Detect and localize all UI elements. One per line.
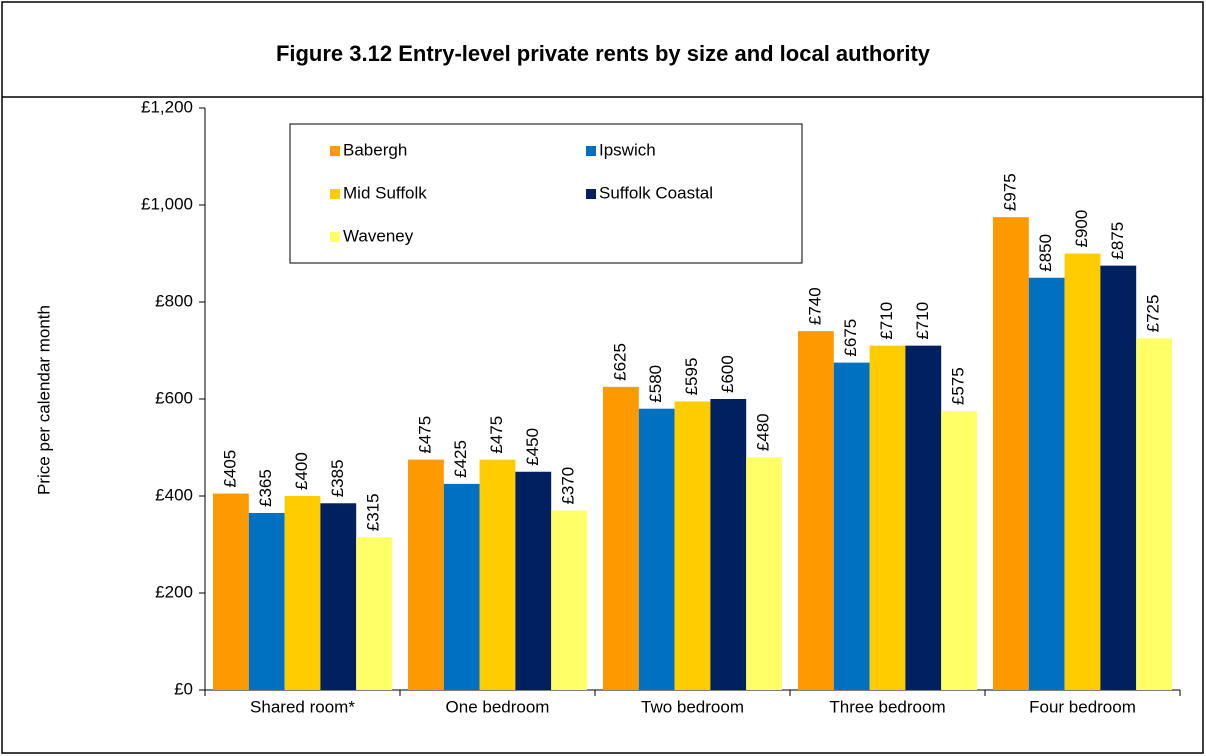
- legend-swatch: [586, 189, 596, 199]
- data-label: £575: [949, 367, 968, 405]
- y-tick-label: £200: [155, 582, 193, 601]
- bar: [479, 459, 516, 690]
- legend-swatch: [330, 189, 340, 199]
- data-label: £900: [1072, 210, 1091, 248]
- legend-label: Waveney: [343, 226, 414, 245]
- x-tick-label: Three bedroom: [829, 697, 945, 716]
- data-label: £475: [487, 416, 506, 454]
- legend-label: Ipswich: [599, 140, 656, 159]
- data-label: £875: [1108, 222, 1127, 260]
- data-label: £450: [523, 428, 542, 466]
- data-label: £710: [877, 302, 896, 340]
- bar: [443, 483, 480, 690]
- bar: [551, 510, 587, 690]
- bar: [1100, 265, 1137, 690]
- data-label: £480: [754, 413, 773, 451]
- x-tick-label: Four bedroom: [1029, 697, 1136, 716]
- bar: [1136, 338, 1172, 690]
- data-label: £850: [1036, 234, 1055, 272]
- bar: [993, 217, 1029, 690]
- y-tick-label: £0: [174, 679, 193, 698]
- bar: [320, 503, 357, 690]
- bar: [408, 459, 444, 690]
- y-tick-label: £1,000: [141, 194, 193, 213]
- data-label: £370: [559, 467, 578, 505]
- legend-label: Suffolk Coastal: [599, 183, 713, 202]
- x-tick-label: Two bedroom: [641, 697, 744, 716]
- data-label: £425: [451, 440, 470, 478]
- bar: [1064, 253, 1101, 690]
- bar: [213, 493, 249, 690]
- y-axis-title: Price per calendar month: [34, 305, 53, 495]
- bar: [869, 345, 906, 690]
- bar: [1028, 277, 1065, 690]
- data-label: £675: [841, 319, 860, 357]
- legend-box: [289, 123, 803, 264]
- data-label: £600: [718, 355, 737, 393]
- data-label: £400: [292, 452, 311, 490]
- bar: [603, 386, 639, 690]
- data-label: £475: [415, 416, 434, 454]
- data-label: £315: [364, 493, 383, 531]
- y-tick-label: £800: [155, 291, 193, 310]
- bar: [833, 362, 870, 690]
- data-label: £975: [1000, 173, 1019, 211]
- legend-label: Babergh: [343, 140, 407, 159]
- data-label: £725: [1144, 295, 1163, 333]
- data-label: £385: [328, 459, 347, 497]
- bar: [710, 399, 747, 690]
- legend-label: Mid Suffolk: [343, 183, 427, 202]
- legend-swatch: [330, 232, 340, 242]
- legend-swatch: [586, 146, 596, 156]
- data-label: £740: [805, 287, 824, 325]
- bar: [248, 512, 285, 690]
- data-label: £710: [913, 302, 932, 340]
- bar: [638, 408, 675, 690]
- bar: [798, 331, 834, 690]
- bar: [941, 411, 977, 690]
- chart-title: Figure 3.12 Entry-level private rents by…: [276, 41, 931, 66]
- bar: [515, 471, 552, 690]
- bar: [356, 537, 392, 690]
- bar: [674, 401, 711, 690]
- data-label: £365: [256, 469, 275, 507]
- bar: [905, 345, 942, 690]
- x-tick-label: Shared room*: [250, 697, 355, 716]
- data-label: £625: [610, 343, 629, 381]
- legend-swatch: [330, 146, 340, 156]
- y-tick-label: £1,200: [141, 97, 193, 116]
- data-label: £580: [646, 365, 665, 403]
- y-tick-label: £600: [155, 388, 193, 407]
- data-label: £595: [682, 358, 701, 396]
- bar: [746, 457, 782, 690]
- bar: [284, 496, 321, 690]
- y-tick-label: £400: [155, 485, 193, 504]
- data-label: £405: [220, 450, 239, 488]
- x-tick-label: One bedroom: [446, 697, 550, 716]
